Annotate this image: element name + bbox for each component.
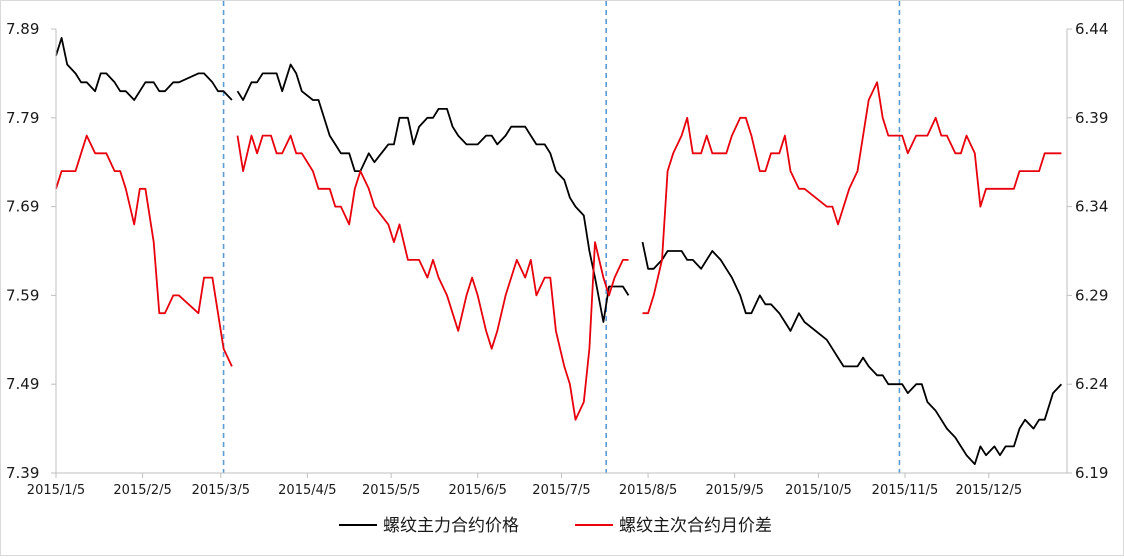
left-tick-label: 7.59	[6, 286, 39, 304]
x-tick-label: 2015/3/5	[192, 483, 250, 498]
x-tick-label: 2015/2/5	[113, 483, 171, 498]
x-tick-label: 2015/5/5	[362, 483, 420, 498]
series-line-spread-segment-1	[55, 134, 233, 367]
x-tick-label: 2015/1/5	[27, 483, 85, 498]
x-tick-label: 2015/7/5	[532, 483, 590, 498]
series-lines	[55, 37, 1063, 466]
legend: 螺纹主力合约价格 螺纹主次合约月价差	[339, 516, 772, 536]
x-tick-label: 2015/11/5	[872, 483, 939, 498]
left-tick-label: 7.39	[6, 464, 39, 482]
legend-label-spread: 螺纹主次合约月价差	[619, 516, 772, 536]
left-tick-label: 7.79	[6, 109, 39, 127]
right-tick-label: 6.39	[1075, 109, 1108, 127]
x-tick-label: 2015/10/5	[785, 483, 852, 498]
x-tick-label: 2015/12/5	[955, 483, 1022, 498]
axes: 7.89 7.79 7.69 7.59 7.49 7.39 6.44 6.39 6.34 6.29…	[6, 20, 1108, 498]
right-tick-label: 6.44	[1075, 20, 1108, 38]
right-tick-label: 6.19	[1075, 464, 1108, 482]
series-line-price-segment-3	[641, 241, 1063, 466]
left-tick-label: 7.69	[6, 198, 39, 216]
vertical-markers	[222, 1, 901, 473]
series-line-spread-segment-3	[642, 81, 1062, 315]
x-tick-label: 2015/9/5	[705, 483, 763, 498]
right-tick-label: 6.24	[1075, 375, 1108, 393]
right-tick-label: 6.34	[1075, 198, 1108, 216]
x-tick-label: 2015/4/5	[278, 483, 336, 498]
left-tick-label: 7.49	[6, 375, 39, 393]
x-tick-label: 2015/6/5	[449, 483, 507, 498]
right-tick-label: 6.29	[1075, 286, 1108, 304]
series-line-price-segment-1	[55, 37, 233, 101]
x-tick-label: 2015/8/5	[619, 483, 677, 498]
left-tick-label: 7.89	[6, 20, 39, 38]
series-line-price-segment-2	[236, 63, 630, 323]
series-line-spread-segment-2	[236, 134, 629, 421]
legend-label-price: 螺纹主力合约价格	[383, 516, 519, 536]
